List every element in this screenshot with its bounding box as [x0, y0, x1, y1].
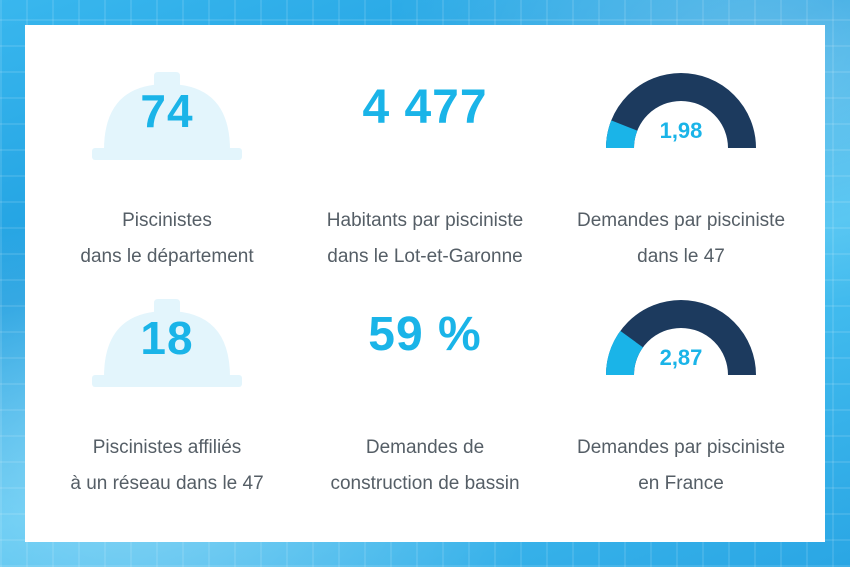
gauge-fill: [606, 120, 638, 149]
hard-hat-icon: [92, 72, 242, 160]
stat-caption: Demandes de construction de bassin: [330, 437, 520, 494]
stat-caption: Demandes par pisciniste en France: [576, 437, 786, 494]
stat-caption: Habitants par pisciniste dans le Lot-et-…: [326, 210, 524, 267]
stat-caption: Piscinistes affiliés à un réseau dans le…: [70, 437, 264, 494]
gauge-icon: [606, 300, 756, 376]
stat-demandes-par-pisciniste-47: 1,98 Demandes par pisciniste dans le 47: [551, 70, 811, 275]
stat-value: 1,98: [659, 118, 703, 143]
stat-value: 18: [140, 312, 194, 364]
stat-demandes-par-pisciniste-france: 2,87 Demandes par pisciniste en France: [551, 297, 811, 502]
gauge-track: [606, 73, 756, 149]
stat-piscinistes-affilies: 18 Piscinistes affiliés à un réseau dans…: [37, 297, 297, 502]
stat-piscinistes-departement: 74 Piscinistes dans le département: [37, 70, 297, 275]
stat-value: 59 %: [368, 308, 482, 361]
stat-demandes-construction: 59 % Demandes de construction de bassin: [295, 297, 555, 502]
gauge-icon: [606, 73, 756, 149]
gauge-fill: [606, 330, 644, 376]
stat-value: 2,87: [659, 345, 703, 370]
stat-caption: Demandes par pisciniste dans le 47: [576, 210, 786, 267]
hard-hat-icon: [92, 299, 242, 387]
stat-caption: Piscinistes dans le département: [80, 210, 254, 267]
stats-card: 74 Piscinistes dans le département 4 477…: [25, 25, 825, 542]
stat-value: 74: [140, 85, 194, 137]
stat-value: 4 477: [362, 81, 488, 134]
stat-habitants-par-pisciniste: 4 477 Habitants par pisciniste dans le L…: [295, 70, 555, 275]
